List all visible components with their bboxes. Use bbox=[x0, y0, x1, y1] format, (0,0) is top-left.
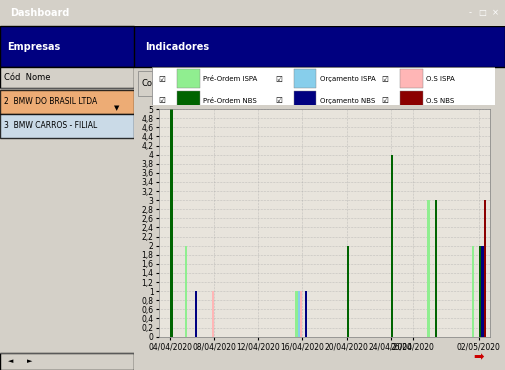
Text: ☑: ☑ bbox=[275, 96, 282, 105]
Text: □: □ bbox=[478, 9, 486, 17]
Text: Pré-Ordem ISPA: Pré-Ordem ISPA bbox=[203, 76, 257, 82]
FancyBboxPatch shape bbox=[0, 353, 134, 370]
Text: Cód  Nome: Cód Nome bbox=[4, 73, 50, 82]
Text: ☑: ☑ bbox=[382, 96, 388, 105]
Bar bbox=[427, 200, 430, 337]
Bar bbox=[185, 246, 187, 337]
Text: ➡: ➡ bbox=[473, 352, 484, 364]
Text: Pré-Ordem NBS: Pré-Ordem NBS bbox=[203, 98, 257, 104]
Bar bbox=[297, 291, 300, 337]
FancyBboxPatch shape bbox=[177, 91, 199, 109]
Text: Consumo: Consumo bbox=[142, 79, 181, 88]
Bar bbox=[484, 200, 486, 337]
Text: Orçamento ISPA: Orçamento ISPA bbox=[320, 76, 376, 82]
Text: Orçamento NBS: Orçamento NBS bbox=[320, 98, 375, 104]
Text: Abertura de Processos (NBS x ISPA Next): Abertura de Processos (NBS x ISPA Next) bbox=[208, 79, 379, 88]
Text: ◄: ◄ bbox=[8, 359, 14, 364]
Text: ×: × bbox=[491, 9, 498, 17]
Bar bbox=[300, 291, 302, 337]
Bar bbox=[479, 246, 481, 337]
Text: ☑: ☑ bbox=[159, 96, 165, 105]
Bar bbox=[472, 246, 474, 337]
FancyBboxPatch shape bbox=[137, 71, 186, 97]
Bar bbox=[435, 200, 437, 337]
FancyBboxPatch shape bbox=[134, 26, 505, 67]
FancyBboxPatch shape bbox=[152, 67, 495, 105]
Text: ☑: ☑ bbox=[159, 74, 165, 84]
Bar bbox=[212, 291, 214, 337]
Text: Indicadores: Indicadores bbox=[145, 41, 209, 51]
Bar bbox=[170, 109, 173, 337]
Text: ☑: ☑ bbox=[382, 74, 388, 84]
FancyBboxPatch shape bbox=[0, 90, 134, 114]
Bar bbox=[194, 291, 197, 337]
FancyBboxPatch shape bbox=[0, 114, 134, 138]
FancyBboxPatch shape bbox=[294, 69, 316, 88]
FancyBboxPatch shape bbox=[400, 91, 423, 109]
FancyBboxPatch shape bbox=[177, 69, 199, 88]
FancyBboxPatch shape bbox=[294, 91, 316, 109]
Bar bbox=[481, 246, 484, 337]
Text: ►: ► bbox=[27, 359, 32, 364]
FancyBboxPatch shape bbox=[0, 67, 134, 88]
Bar bbox=[305, 291, 307, 337]
Text: ☑: ☑ bbox=[275, 74, 282, 84]
Text: 3  BMW CARROS - FILIAL: 3 BMW CARROS - FILIAL bbox=[4, 121, 97, 130]
Text: O.S NBS: O.S NBS bbox=[426, 98, 454, 104]
Text: 2  BMW DO BRASIL LTDA: 2 BMW DO BRASIL LTDA bbox=[4, 97, 97, 106]
Text: Dashboard: Dashboard bbox=[10, 8, 70, 18]
Text: Empresas: Empresas bbox=[7, 41, 60, 51]
FancyBboxPatch shape bbox=[400, 69, 423, 88]
Text: ▼: ▼ bbox=[114, 105, 119, 111]
Bar bbox=[295, 291, 297, 337]
Text: -: - bbox=[468, 9, 471, 17]
Bar bbox=[391, 155, 393, 337]
FancyBboxPatch shape bbox=[0, 26, 134, 67]
Text: O.S ISPA: O.S ISPA bbox=[426, 76, 455, 82]
Bar bbox=[346, 246, 349, 337]
FancyBboxPatch shape bbox=[189, 71, 397, 97]
